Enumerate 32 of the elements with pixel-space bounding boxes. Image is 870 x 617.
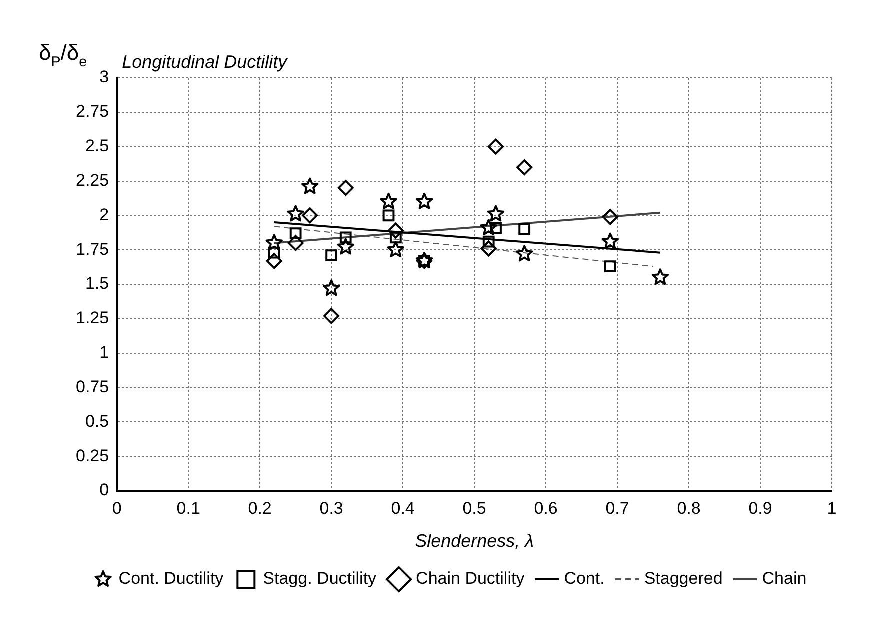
x-tick-label: 0.8 [677, 498, 701, 518]
legend-label: Stagg. Ductility [263, 569, 378, 588]
legend-label: Staggered [644, 569, 723, 588]
x-tick-label: 1 [827, 498, 837, 518]
y-tick-label: 1.75 [76, 240, 110, 259]
y-tick-label: 2.75 [76, 102, 110, 122]
x-tick-label: 0.2 [248, 498, 272, 518]
legend-label: Cont. Ductility [118, 569, 224, 588]
y-tick-label: 1 [100, 343, 110, 362]
y-tick-label: 2 [100, 205, 110, 224]
x-tick-label: 0.1 [176, 498, 200, 518]
x-tick-label: 0.4 [391, 498, 415, 518]
legend-label: Cont. [564, 569, 605, 588]
y-tick-label: 1.25 [76, 308, 110, 328]
x-axis-title: Slenderness, λ [415, 531, 534, 552]
legend-label: Chain Ductility [416, 569, 526, 588]
y-tick-label: 3 [100, 68, 110, 87]
x-tick-label: 0.3 [320, 498, 344, 518]
x-tick-label: 0.5 [462, 498, 486, 518]
x-tick-label: 0.6 [534, 498, 558, 518]
y-tick-label: 2.5 [85, 136, 110, 156]
y-tick-label: 1.5 [85, 274, 110, 294]
x-tick-label: 0.7 [606, 498, 630, 518]
y-tick-label: 0.25 [76, 446, 110, 466]
x-tick-label: 0.9 [748, 498, 772, 518]
chart-title: Longitudinal Ductility [122, 52, 288, 72]
y-tick-label: 0 [100, 480, 110, 500]
y-tick-label: 0.5 [85, 412, 110, 431]
y-tick-label: 2.25 [76, 170, 110, 190]
y-tick-label: 0.75 [76, 377, 110, 396]
x-tick-label: 0 [112, 498, 122, 518]
legend-label: Chain [762, 569, 807, 588]
